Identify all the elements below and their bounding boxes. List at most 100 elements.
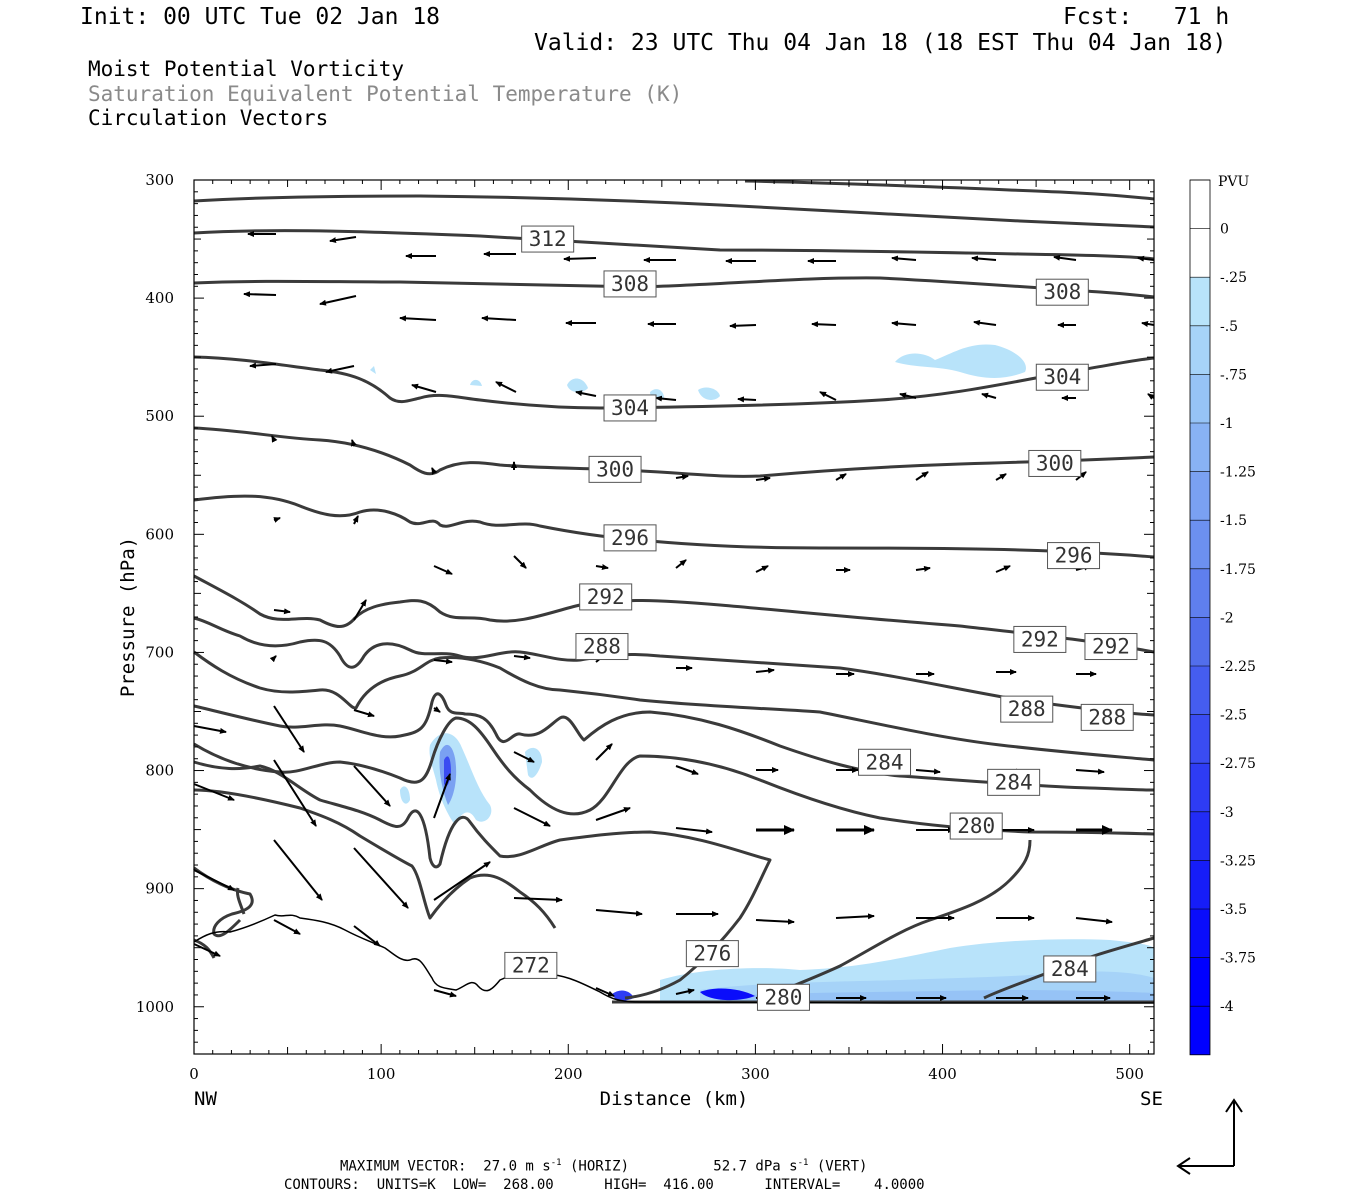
colorbar-label: -.5 xyxy=(1220,319,1238,335)
pv-shading xyxy=(370,344,1154,1002)
x-tick-label: 100 xyxy=(367,1065,396,1083)
init-time: Init: 00 UTC Tue 02 Jan 18 xyxy=(80,4,441,30)
colorbar-label: -.75 xyxy=(1220,367,1247,383)
contour-label-text: 292 xyxy=(587,585,625,609)
valid-time: Valid: 23 UTC Thu 04 Jan 18 (18 EST Thu … xyxy=(534,30,1227,56)
colorbar-segment xyxy=(1190,471,1210,521)
contour-label: 288 xyxy=(575,633,629,661)
contour-label-text: 284 xyxy=(866,750,904,774)
contour-label-text: 272 xyxy=(512,953,550,977)
contour-label-text: 308 xyxy=(611,272,649,296)
colorbar-label: -1.25 xyxy=(1220,465,1256,481)
contour-label-text: 312 xyxy=(529,227,567,251)
contour-label: 300 xyxy=(588,455,642,483)
contour-label-text: 296 xyxy=(1055,544,1093,568)
colorbar-segment xyxy=(1190,374,1210,423)
y-tick-label: 1000 xyxy=(136,998,174,1016)
contour-label-text: 300 xyxy=(1036,451,1074,475)
colorbar-label: -1.5 xyxy=(1220,513,1247,529)
colorbar-segment xyxy=(1190,811,1210,861)
contour-label-text: 280 xyxy=(957,814,995,838)
colorbar-segment xyxy=(1190,180,1210,229)
colorbar-segment xyxy=(1190,666,1210,715)
contour-label: 292 xyxy=(1013,625,1067,653)
colorbar-label: -1.75 xyxy=(1220,562,1256,578)
colorbar-label: -2 xyxy=(1220,610,1234,626)
colorbar-label: -3.25 xyxy=(1220,853,1256,869)
contour-label-text: 296 xyxy=(611,526,649,550)
y-tick-label: 600 xyxy=(145,525,174,543)
contour-label: 280 xyxy=(949,812,1003,840)
contour-label: 284 xyxy=(858,748,912,776)
contour-label-text: 304 xyxy=(1043,365,1081,389)
field-title-vectors: Circulation Vectors xyxy=(88,106,329,130)
colorbar-label: -3.75 xyxy=(1220,951,1256,967)
colorbar-segment xyxy=(1190,957,1210,1007)
contour-label: 304 xyxy=(603,394,657,422)
colorbar-segment xyxy=(1190,277,1210,326)
contour-label: 296 xyxy=(603,524,657,552)
x-tick-label: 200 xyxy=(554,1065,583,1083)
colorbar-segment xyxy=(1190,617,1210,666)
colorbar-segment xyxy=(1190,763,1210,812)
colorbar-segment xyxy=(1190,325,1210,375)
terrain-line xyxy=(193,914,1154,1004)
plot-frame xyxy=(193,179,1155,1055)
contour-label-text: 292 xyxy=(1021,627,1059,651)
contour-label-text: 276 xyxy=(693,942,731,966)
contour-label-text: 288 xyxy=(1008,697,1046,721)
y-tick-label: 900 xyxy=(145,880,174,898)
field-title-mpv: Moist Potential Vorticity xyxy=(88,57,405,81)
contour-label-text: 304 xyxy=(611,396,649,420)
contour-label: 288 xyxy=(1000,695,1054,723)
x-left-endpoint-label: NW xyxy=(194,1088,217,1110)
contour-label: 296 xyxy=(1047,542,1101,570)
x-right-endpoint-label: SE xyxy=(1140,1088,1163,1110)
y-tick-label: 700 xyxy=(145,643,174,661)
contour-label-text: 292 xyxy=(1092,635,1130,659)
contour-label: 284 xyxy=(1043,955,1097,983)
contour-label-text: 288 xyxy=(583,635,621,659)
contour-label-text: 300 xyxy=(596,457,634,481)
contour-label: 272 xyxy=(504,951,558,979)
colorbar-segment xyxy=(1190,423,1210,472)
forecast-hour: Fcst: 71 h xyxy=(1063,4,1230,30)
contour-label-text: 284 xyxy=(1051,957,1089,981)
exponent-1: -1 xyxy=(550,1158,562,1168)
colorbar-label: -.25 xyxy=(1220,270,1247,286)
contour-label-text: 280 xyxy=(765,985,803,1009)
field-title-theta-es: Saturation Equivalent Potential Temperat… xyxy=(88,82,683,106)
contour-label: 308 xyxy=(603,270,657,298)
contour-label-text: 288 xyxy=(1088,705,1126,729)
x-tick-label: 400 xyxy=(928,1065,957,1083)
colorbar-segment xyxy=(1190,520,1210,569)
colorbar-label: -4 xyxy=(1220,999,1234,1015)
contour-label: 288 xyxy=(1080,703,1134,731)
contours-note: CONTOURS: UNITS=K LOW= 268.00 HIGH= 416.… xyxy=(284,1177,925,1193)
colorbar-segment xyxy=(1190,568,1210,618)
contour-label: 280 xyxy=(756,983,810,1011)
pv-colorbar: 0 -.25 -.5 -.75 -1 -1.25 -1.5 -1.75 -2 -2.25 -2.5 -… xyxy=(1189,179,1256,1056)
exponent-2: -1 xyxy=(797,1158,809,1168)
x-tick-labels: 0 100 200 300 400 500 xyxy=(189,1065,1144,1083)
colorbar-label: -2.5 xyxy=(1220,708,1247,724)
contour-label-text: 308 xyxy=(1043,280,1081,304)
colorbar-segment xyxy=(1190,909,1210,958)
circulation-vectors xyxy=(193,231,1155,1001)
max-vector-suffix: (VERT) xyxy=(808,1158,868,1175)
contour-label: 300 xyxy=(1028,449,1082,477)
contour-label: 292 xyxy=(579,583,633,611)
colorbar-segment xyxy=(1190,1006,1210,1055)
contour-label: 304 xyxy=(1035,363,1089,391)
x-axis-title: Distance (km) xyxy=(600,1088,749,1110)
colorbar-segment xyxy=(1190,714,1210,764)
max-vector-mid: (HORIZ) 52.7 dPa s xyxy=(561,1158,798,1175)
y-tick-label: 400 xyxy=(145,289,174,307)
colorbar-label: -3 xyxy=(1220,805,1234,821)
contour-label: 312 xyxy=(521,225,575,253)
contour-label: 284 xyxy=(987,768,1041,796)
x-tick-label: 500 xyxy=(1115,1065,1144,1083)
contour-label-text: 284 xyxy=(995,770,1033,794)
reference-vector-glyph xyxy=(1176,1098,1243,1175)
